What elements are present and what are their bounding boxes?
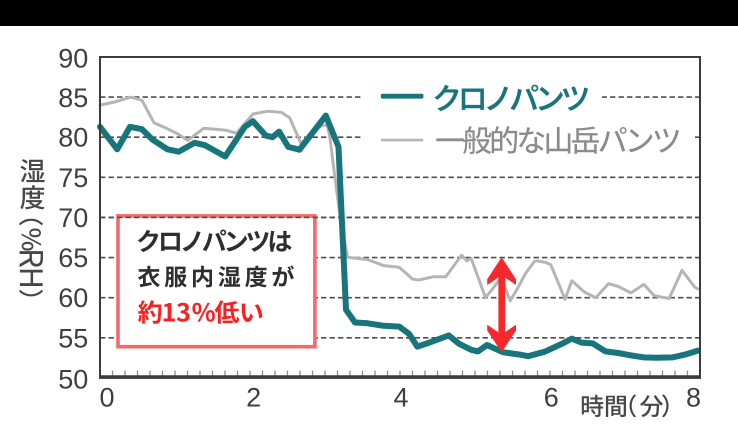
svg-text:65: 65 bbox=[58, 243, 88, 273]
svg-text:80: 80 bbox=[58, 123, 88, 153]
svg-text:55: 55 bbox=[58, 324, 88, 354]
svg-text:60: 60 bbox=[58, 283, 88, 313]
svg-text:70: 70 bbox=[58, 203, 88, 233]
svg-text:4: 4 bbox=[393, 382, 408, 412]
svg-text:90: 90 bbox=[58, 44, 88, 74]
svg-text:75: 75 bbox=[58, 163, 88, 193]
svg-text:85: 85 bbox=[58, 83, 88, 113]
svg-text:50: 50 bbox=[58, 365, 88, 395]
svg-text:0: 0 bbox=[99, 382, 114, 412]
svg-text:8: 8 bbox=[686, 382, 701, 412]
svg-text:6: 6 bbox=[544, 382, 559, 412]
svg-text:2: 2 bbox=[246, 382, 261, 412]
